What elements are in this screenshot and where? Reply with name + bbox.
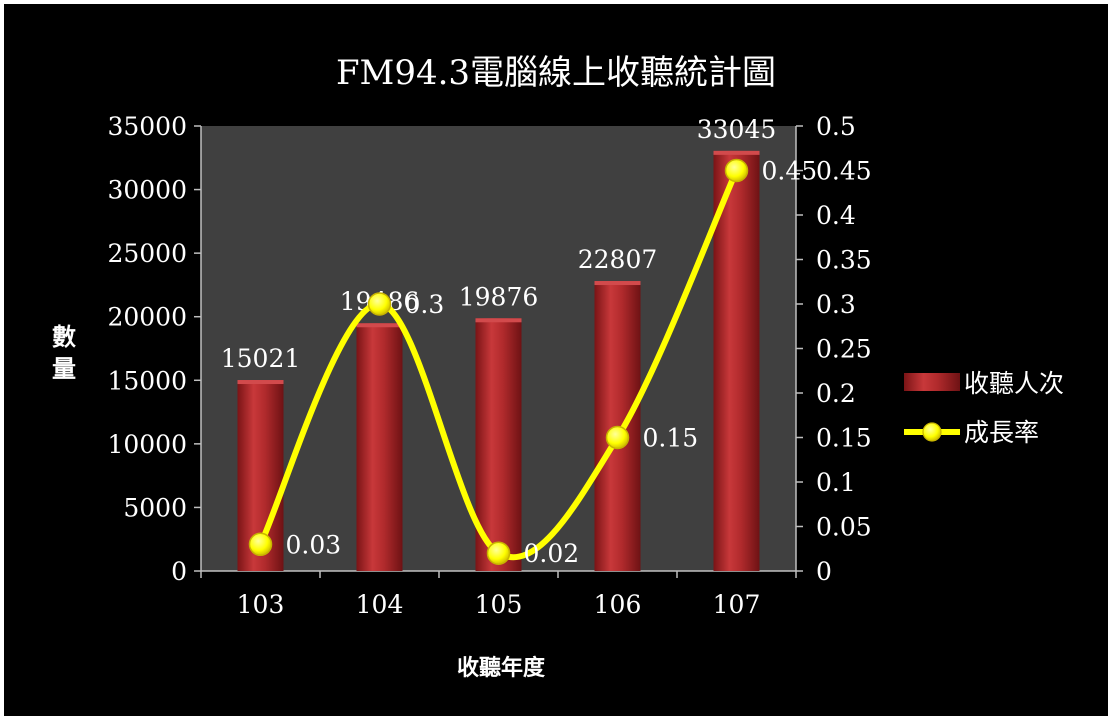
chart-frame: FM94.3電腦線上收聽統計圖 數量 收聽年度 0 5000 10000 15000 2… bbox=[4, 4, 1108, 716]
left-axis-tick-label: 35000 bbox=[107, 112, 187, 141]
bar-series bbox=[237, 150, 760, 571]
growth-point bbox=[486, 541, 511, 565]
x-axis-tick-label: 106 bbox=[594, 590, 642, 619]
left-axis: 0 5000 10000 15000 20000 25000 30000 35000 bbox=[107, 112, 202, 586]
bar-top-highlight bbox=[713, 150, 760, 155]
growth-value-label: 0.15 bbox=[643, 424, 699, 453]
growth-point bbox=[724, 158, 749, 183]
bar bbox=[713, 150, 760, 571]
right-axis-tick-label: 0 bbox=[816, 557, 832, 586]
legend-line-label: 成長率 bbox=[964, 418, 1039, 447]
y-axis-label: 數量 bbox=[52, 322, 76, 383]
left-axis-tick-label: 10000 bbox=[107, 430, 187, 459]
right-axis-tick-label: 0.05 bbox=[816, 513, 872, 542]
left-axis-tick-label: 5000 bbox=[123, 493, 187, 522]
x-axis-label: 收聽年度 bbox=[457, 655, 546, 681]
growth-value-label: 0.3 bbox=[405, 290, 445, 319]
right-axis-tick-label: 0.35 bbox=[816, 246, 872, 275]
bar-value-label: 22807 bbox=[578, 245, 658, 274]
growth-value-label: 0.45 bbox=[762, 157, 818, 186]
x-axis-tick-label: 103 bbox=[237, 590, 285, 619]
right-axis-tick-label: 0.5 bbox=[816, 112, 856, 141]
left-axis-tick-label: 0 bbox=[171, 557, 187, 586]
left-axis-tick-label: 20000 bbox=[107, 303, 187, 332]
growth-value-label: 0.03 bbox=[286, 530, 342, 559]
right-axis-tick-label: 0.45 bbox=[816, 157, 872, 186]
right-axis-tick-label: 0.2 bbox=[816, 379, 856, 408]
left-axis-tick-label: 15000 bbox=[107, 366, 187, 395]
bar bbox=[356, 323, 403, 571]
legend-bar-swatch bbox=[904, 373, 960, 391]
right-axis-tick-label: 0.15 bbox=[816, 424, 872, 453]
legend-bar-label: 收聽人次 bbox=[964, 369, 1064, 398]
bar-top-highlight bbox=[356, 323, 403, 328]
chart-svg: FM94.3電腦線上收聽統計圖 數量 收聽年度 0 5000 10000 15000 2… bbox=[52, 53, 1064, 681]
line-series: 0.03 0.3 0.02 0.15 0.45 bbox=[248, 157, 818, 568]
bar-value-label: 19876 bbox=[459, 282, 539, 311]
bar-top-highlight bbox=[594, 281, 641, 286]
growth-value-label: 0.02 bbox=[524, 539, 580, 568]
bar-value-label: 33045 bbox=[697, 115, 777, 144]
left-axis-tick-label: 25000 bbox=[107, 239, 187, 268]
growth-point bbox=[605, 425, 630, 450]
x-axis-tick-label: 107 bbox=[713, 590, 761, 619]
right-axis-tick-label: 0.25 bbox=[816, 335, 872, 364]
right-axis-tick-label: 0.3 bbox=[816, 290, 856, 319]
right-axis: 0 0.05 0.1 0.15 0.2 0.25 0.3 0.35 0.4 0.45 0.5 bbox=[795, 112, 872, 586]
x-axis: 103 104 105 106 107 bbox=[200, 570, 797, 619]
bar-value-label: 15021 bbox=[221, 344, 301, 373]
right-axis-tick-label: 0.1 bbox=[816, 468, 856, 497]
bar bbox=[475, 318, 522, 571]
right-axis-tick-label: 0.4 bbox=[816, 201, 856, 230]
legend-line-marker bbox=[922, 422, 942, 442]
bar-top-highlight bbox=[475, 318, 522, 323]
x-axis-tick-label: 105 bbox=[475, 590, 523, 619]
growth-point bbox=[248, 532, 273, 557]
bar-top-highlight bbox=[237, 380, 284, 385]
chart-title: FM94.3電腦線上收聽統計圖 bbox=[336, 53, 776, 93]
x-axis-tick-label: 104 bbox=[356, 590, 404, 619]
growth-point bbox=[367, 292, 392, 316]
left-axis-tick-label: 30000 bbox=[107, 176, 187, 205]
